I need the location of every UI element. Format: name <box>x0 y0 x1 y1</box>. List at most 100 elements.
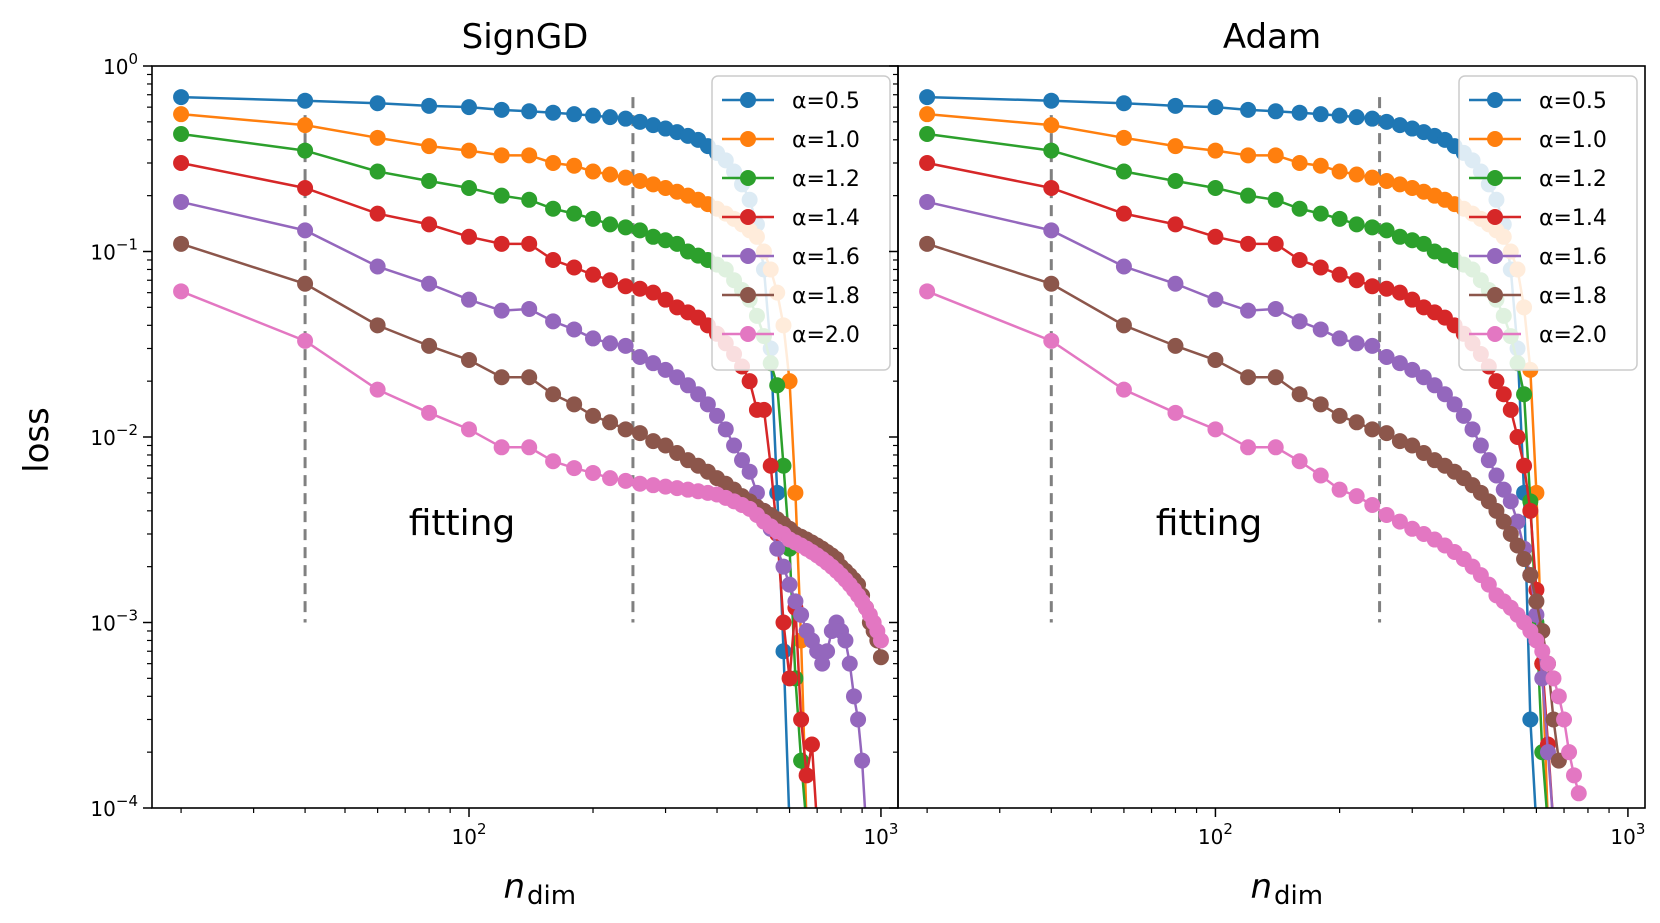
series-point-2-6 <box>521 191 538 208</box>
series-point-1-8 <box>566 157 583 174</box>
series-point-4-2 <box>369 258 386 275</box>
series-point-4-0 <box>919 193 936 210</box>
series-point-6-9 <box>1331 481 1348 498</box>
series-point-5-0 <box>919 235 936 252</box>
series-point-4-10 <box>1348 335 1365 352</box>
series-point-3-9 <box>585 266 602 283</box>
x-axis-label-adam: n <box>1250 867 1272 907</box>
series-point-1-32 <box>799 818 815 834</box>
series-point-6-3 <box>421 404 438 421</box>
series-point-1-5 <box>1240 147 1257 164</box>
series-point-0-8 <box>566 106 583 123</box>
series-point-4-4 <box>1207 291 1224 308</box>
series-point-4-20 <box>717 421 734 438</box>
series-point-0-12 <box>631 113 648 130</box>
series-point-4-28 <box>775 558 792 575</box>
series-point-0-2 <box>369 95 386 112</box>
y-tick-label: 10−4 <box>90 792 138 821</box>
series-point-0-4 <box>461 99 478 116</box>
series-point-1-3 <box>1167 138 1184 155</box>
series-point-2-10 <box>1348 216 1365 233</box>
series-point-5-2 <box>369 317 386 334</box>
series-point-4-13 <box>1391 355 1408 372</box>
series-point-2-8 <box>566 205 583 222</box>
series-point-6-11 <box>617 472 634 489</box>
series-point-0-6 <box>1267 103 1284 120</box>
y-tick-exp: −4 <box>116 792 138 810</box>
x-axis-label-sub-adam: dim <box>1274 881 1323 911</box>
y-tick-exp: −3 <box>116 607 138 625</box>
series-point-6-8 <box>566 460 583 477</box>
series-point-6-37 <box>1570 785 1587 802</box>
series-point-5-14 <box>1404 437 1421 454</box>
series-point-2-11 <box>617 219 634 236</box>
series-point-0-29 <box>1528 818 1544 834</box>
series-point-4-32 <box>1545 818 1561 834</box>
series-point-5-28 <box>1522 567 1539 584</box>
series-point-4-29 <box>781 576 798 593</box>
x-tick-exp: 3 <box>889 820 899 838</box>
series-point-3-10 <box>602 272 619 289</box>
series-point-4-8 <box>566 321 583 338</box>
series-point-4-27 <box>769 540 786 557</box>
series-point-2-9 <box>585 210 602 227</box>
series-point-3-2 <box>1115 205 1132 222</box>
series-point-2-8 <box>1312 205 1329 222</box>
series-point-1-1 <box>1043 117 1060 134</box>
legend-label-4: α=1.6 <box>792 245 860 270</box>
series-point-2-4 <box>461 179 478 196</box>
legend-label-0: α=0.5 <box>1539 89 1607 114</box>
series-point-6-5 <box>493 439 510 456</box>
series-point-3-32 <box>798 767 815 784</box>
panel-title-signgd: SignGD <box>462 17 589 57</box>
legend-label-1: α=1.0 <box>1539 128 1607 153</box>
x-tick-exp: 3 <box>1636 820 1646 838</box>
series-point-4-41 <box>841 655 858 672</box>
series-point-2-12 <box>631 222 648 239</box>
series-point-5-3 <box>421 337 438 354</box>
series-point-1-9 <box>1331 163 1348 180</box>
series-point-5-24 <box>1495 513 1512 530</box>
legend-box <box>1458 75 1638 371</box>
series-point-4-5 <box>1240 302 1257 319</box>
series-point-3-27 <box>1516 457 1533 474</box>
series-point-5-3 <box>1167 337 1184 354</box>
series-point-5-9 <box>585 407 602 424</box>
series-point-3-3 <box>1167 216 1184 233</box>
series-point-4-25 <box>1502 493 1519 510</box>
series-point-3-7 <box>545 251 562 268</box>
series-point-1-13 <box>1391 176 1408 193</box>
series-point-5-14 <box>657 437 674 454</box>
series-point-3-4 <box>1207 228 1224 245</box>
series-point-3-24 <box>1495 386 1512 403</box>
series-point-5-27 <box>1516 550 1533 567</box>
series-point-3-14 <box>1404 291 1421 308</box>
series-point-2-1 <box>1043 142 1060 159</box>
series-point-1-2 <box>1115 129 1132 146</box>
series-point-6-11 <box>1364 496 1381 513</box>
series-point-3-11 <box>1364 278 1381 295</box>
series-point-1-5 <box>493 147 510 164</box>
series-point-2-3 <box>421 172 438 189</box>
series-point-6-12 <box>1378 506 1395 523</box>
series-point-0-9 <box>1331 107 1348 124</box>
series-point-4-18 <box>699 396 716 413</box>
series-point-1-0 <box>173 106 190 123</box>
x-tick-label: 102 <box>452 820 487 849</box>
series-point-4-43 <box>850 711 867 728</box>
legend-marker-0 <box>1487 92 1503 108</box>
series-point-2-2 <box>1115 163 1132 180</box>
series-point-4-30 <box>1534 670 1551 687</box>
series-point-1-2 <box>369 129 386 146</box>
legend-marker-1 <box>740 131 756 147</box>
series-point-1-4 <box>1207 142 1224 159</box>
series-point-6-5 <box>1240 439 1257 456</box>
series-point-4-23 <box>1488 467 1505 484</box>
series-point-1-1 <box>297 117 314 134</box>
series-point-4-6 <box>521 300 538 317</box>
series-point-2-6 <box>1267 191 1284 208</box>
series-point-4-4 <box>461 291 478 308</box>
series-point-6-36 <box>1565 767 1582 784</box>
x-tick-label: 102 <box>1198 820 1233 849</box>
